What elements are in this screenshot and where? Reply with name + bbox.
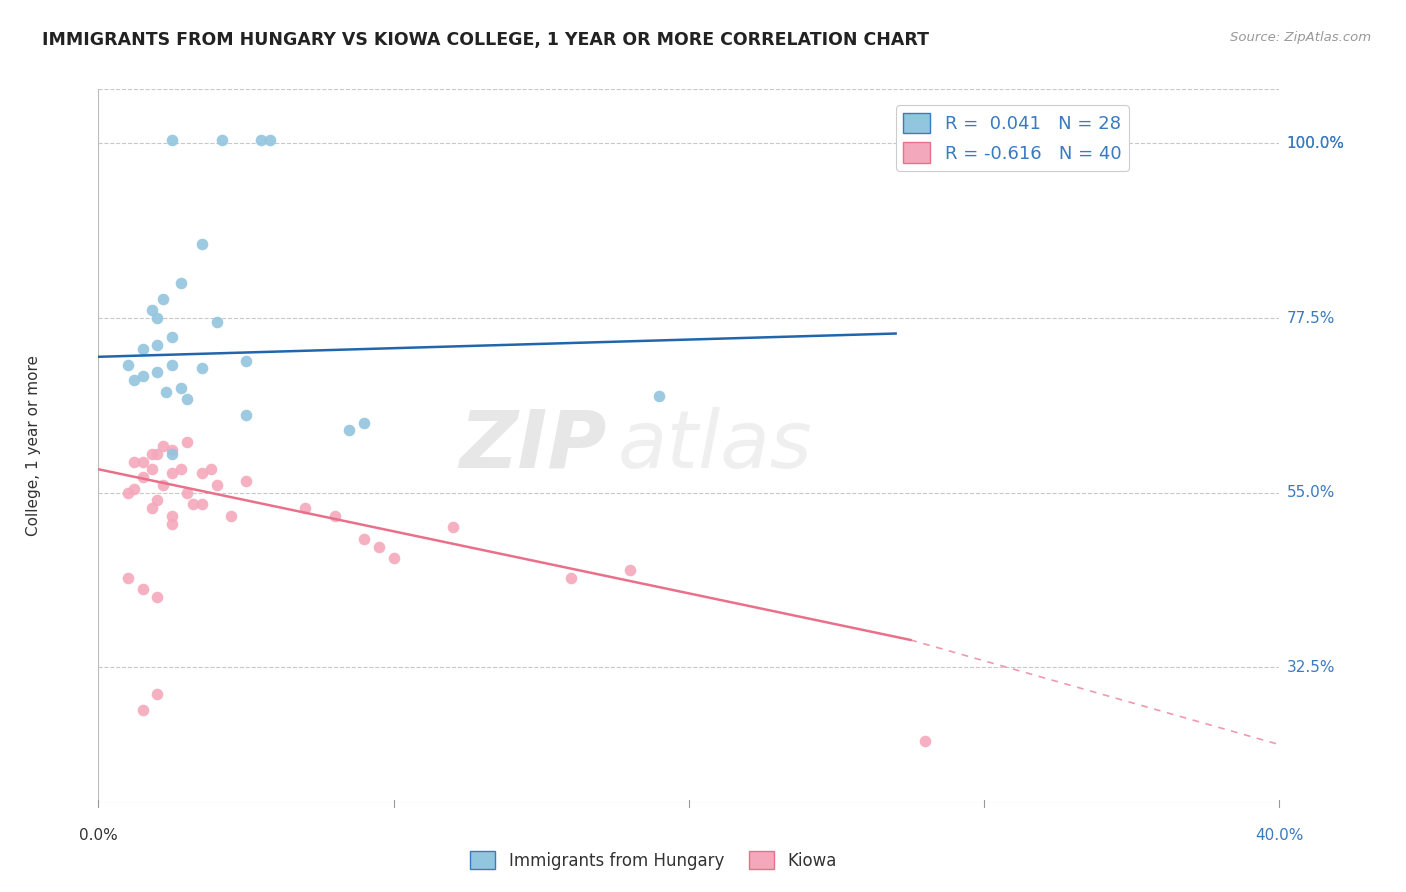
- Point: [152, 439, 174, 453]
- Point: [176, 392, 198, 407]
- Text: Source: ZipAtlas.com: Source: ZipAtlas.com: [1230, 31, 1371, 45]
- Point: [141, 462, 163, 476]
- Point: [353, 532, 375, 546]
- Text: IMMIGRANTS FROM HUNGARY VS KIOWA COLLEGE, 1 YEAR OR MORE CORRELATION CHART: IMMIGRANTS FROM HUNGARY VS KIOWA COLLEGE…: [42, 31, 929, 49]
- Point: [146, 365, 169, 379]
- Point: [211, 133, 233, 147]
- Point: [132, 703, 155, 717]
- Point: [191, 237, 214, 252]
- Point: [146, 493, 169, 508]
- Point: [146, 338, 169, 352]
- Text: 32.5%: 32.5%: [1286, 659, 1334, 674]
- Point: [162, 516, 183, 531]
- Point: [132, 454, 155, 468]
- Point: [191, 361, 214, 376]
- Text: atlas: atlas: [619, 407, 813, 485]
- Point: [619, 563, 641, 577]
- Point: [132, 582, 155, 597]
- Point: [122, 373, 145, 387]
- Point: [191, 466, 214, 480]
- Point: [162, 508, 183, 523]
- Point: [170, 381, 193, 395]
- Point: [200, 462, 222, 476]
- Text: ZIP: ZIP: [458, 407, 606, 485]
- Point: [176, 485, 198, 500]
- Point: [141, 303, 163, 318]
- Text: 0.0%: 0.0%: [79, 828, 118, 843]
- Point: [170, 276, 193, 290]
- Point: [191, 497, 214, 511]
- Point: [294, 501, 316, 516]
- Point: [176, 435, 198, 450]
- Point: [162, 447, 183, 461]
- Point: [141, 501, 163, 516]
- Point: [441, 520, 464, 534]
- Point: [162, 358, 183, 372]
- Point: [205, 315, 228, 329]
- Point: [337, 424, 360, 438]
- Point: [648, 388, 671, 402]
- Point: [146, 311, 169, 326]
- Text: 100.0%: 100.0%: [1286, 136, 1344, 151]
- Point: [132, 470, 155, 484]
- Point: [117, 485, 139, 500]
- Point: [235, 408, 257, 422]
- Point: [162, 442, 183, 457]
- Point: [914, 733, 936, 747]
- Text: College, 1 year or more: College, 1 year or more: [25, 356, 41, 536]
- Point: [141, 447, 163, 461]
- Legend: Immigrants from Hungary, Kiowa: Immigrants from Hungary, Kiowa: [464, 845, 844, 877]
- Point: [250, 133, 273, 147]
- Point: [170, 462, 193, 476]
- Point: [205, 477, 228, 491]
- Point: [259, 133, 281, 147]
- Point: [155, 384, 177, 399]
- Point: [560, 571, 582, 585]
- Point: [152, 477, 174, 491]
- Point: [132, 369, 155, 384]
- Point: [132, 342, 155, 356]
- Text: 77.5%: 77.5%: [1286, 310, 1334, 326]
- Point: [368, 540, 391, 554]
- Text: 100.0%: 100.0%: [1286, 136, 1344, 151]
- Point: [146, 591, 169, 605]
- Point: [353, 416, 375, 430]
- Point: [181, 497, 204, 511]
- Point: [122, 482, 145, 496]
- Text: 55.0%: 55.0%: [1286, 485, 1334, 500]
- Text: 40.0%: 40.0%: [1256, 828, 1303, 843]
- Point: [146, 687, 169, 701]
- Point: [146, 447, 169, 461]
- Point: [235, 353, 257, 368]
- Point: [117, 358, 139, 372]
- Point: [152, 292, 174, 306]
- Point: [117, 571, 139, 585]
- Point: [162, 133, 183, 147]
- Point: [382, 551, 405, 566]
- Point: [162, 330, 183, 344]
- Point: [219, 508, 243, 523]
- Point: [162, 466, 183, 480]
- Point: [122, 454, 145, 468]
- Point: [323, 508, 346, 523]
- Point: [235, 474, 257, 488]
